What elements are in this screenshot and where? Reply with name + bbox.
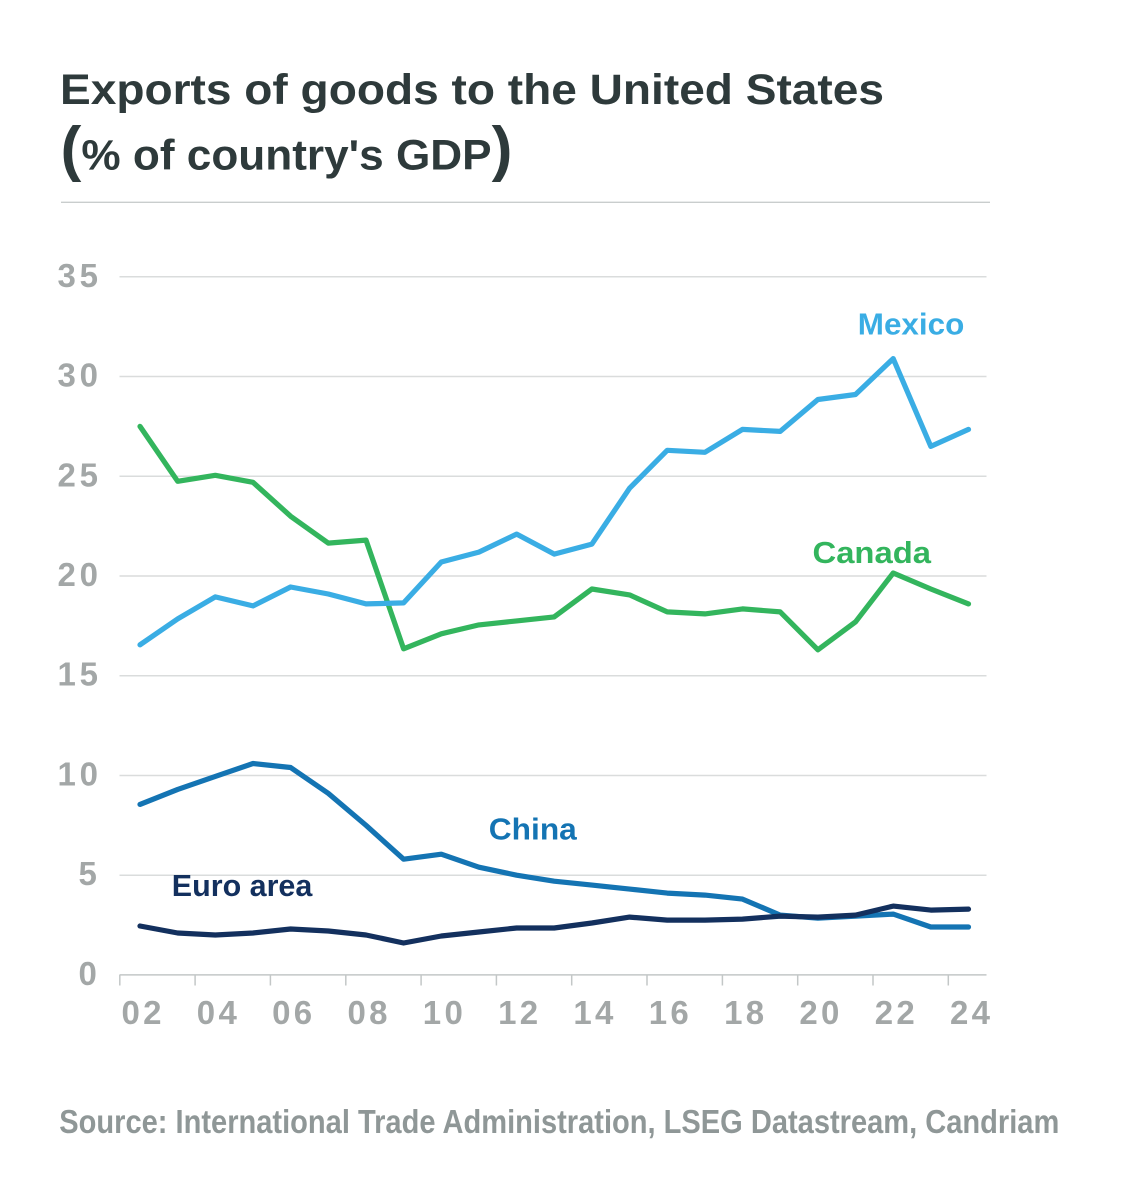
svg-text:China: China xyxy=(489,811,578,846)
svg-text:5: 5 xyxy=(78,855,96,892)
svg-text:Euro area: Euro area xyxy=(172,868,313,903)
svg-text:Mexico: Mexico xyxy=(858,306,965,341)
svg-text:Exports of goods to the United: Exports of goods to the United States xyxy=(60,66,884,114)
svg-text:0: 0 xyxy=(78,955,96,992)
svg-text:Source: International Trade Ad: Source: International Trade Administrati… xyxy=(59,1103,1059,1140)
svg-text:Canada: Canada xyxy=(813,535,932,570)
